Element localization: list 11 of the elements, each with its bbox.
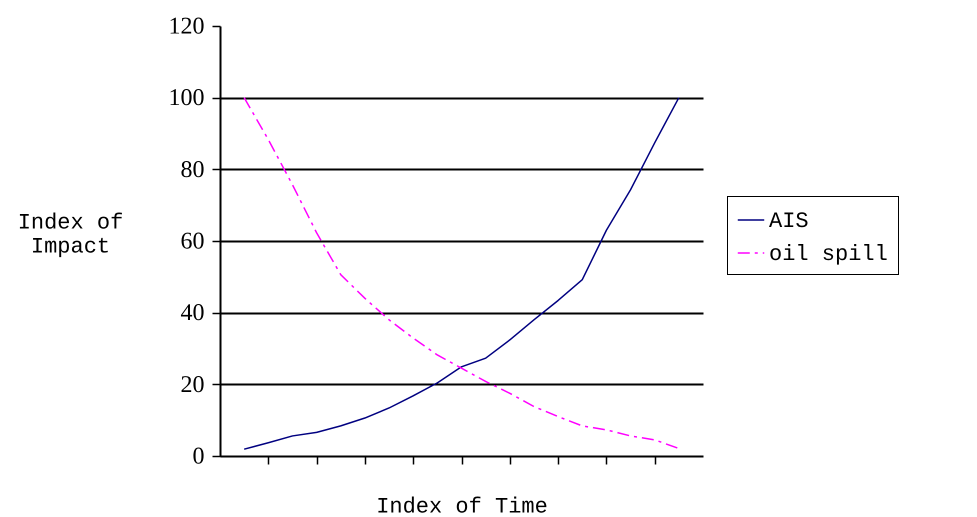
y-tick-label: 0 (192, 444, 204, 470)
y-tick-label: 20 (180, 372, 204, 398)
legend-label: oil spill (769, 242, 888, 267)
y-tick-label: 60 (180, 228, 204, 254)
x-axis-title: Index of Time (376, 494, 548, 517)
legend-label: AIS (769, 209, 809, 234)
y-tick-label: 80 (180, 156, 204, 183)
y-tick-label: 100 (168, 85, 204, 112)
y-tick-label: 120 (168, 14, 204, 40)
y-axis-title: Index of Impact (18, 210, 124, 260)
y-tick-label: 40 (180, 300, 204, 326)
